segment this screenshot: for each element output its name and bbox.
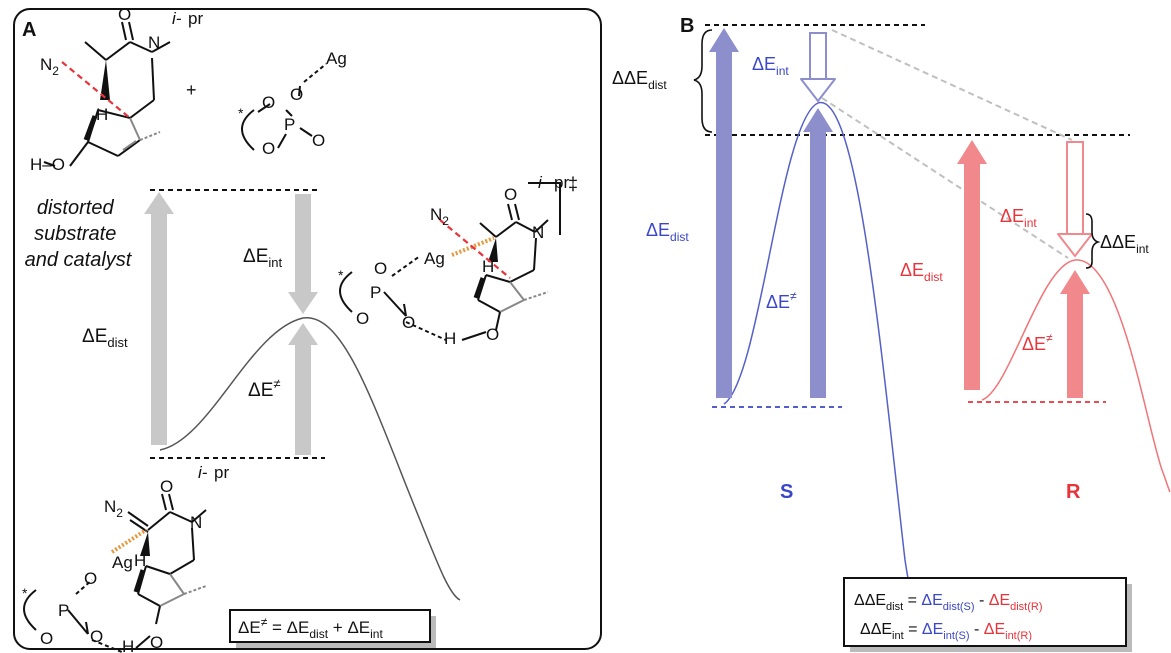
svg-text:*: * bbox=[238, 105, 244, 121]
svg-text:P: P bbox=[370, 283, 381, 302]
svg-text:N: N bbox=[190, 513, 202, 532]
panel-b-letter: B bbox=[680, 15, 694, 37]
energy-profile-curve-a bbox=[159, 317, 461, 601]
de-barrier-label-a: ΔE≠ bbox=[248, 376, 281, 401]
r-de-dist-label: ΔEdist bbox=[900, 260, 943, 284]
transition-state-structure bbox=[339, 182, 561, 341]
s-de-dist-label: ΔEdist bbox=[646, 220, 689, 244]
svg-text:pr: pr bbox=[554, 173, 569, 192]
connector-line-2 bbox=[821, 97, 1069, 259]
arrow-de-dist-a bbox=[144, 192, 174, 445]
svg-text:O: O bbox=[160, 477, 173, 496]
arrow-de-int-r bbox=[1057, 141, 1093, 257]
svg-text:N: N bbox=[148, 33, 160, 52]
de-dist-label-a: ΔEdist bbox=[82, 326, 128, 350]
svg-text:N: N bbox=[532, 223, 544, 242]
label-s: S bbox=[780, 481, 793, 503]
arrow-de-int-a bbox=[288, 194, 318, 314]
ground-state-text: N2 O N i- pr H Ag * O P O O H O bbox=[22, 463, 229, 653]
r-de-int-label: ΔEint bbox=[1000, 206, 1037, 230]
svg-text:H: H bbox=[482, 257, 494, 276]
svg-text:Ag: Ag bbox=[424, 249, 445, 268]
svg-text:pr: pr bbox=[188, 9, 203, 28]
svg-text:O: O bbox=[374, 259, 387, 278]
dde-int-label: ΔΔEint bbox=[1100, 232, 1149, 256]
energy-profile-curve-s bbox=[723, 102, 913, 596]
svg-text:H: H bbox=[134, 551, 146, 570]
svg-text:H: H bbox=[444, 329, 456, 348]
de-int-label-a: ΔEint bbox=[243, 246, 282, 270]
svg-text:H: H bbox=[122, 637, 134, 653]
energy-profile-curve-r bbox=[981, 259, 1171, 493]
r-de-barrier-label: ΔE≠ bbox=[1022, 331, 1053, 354]
svg-text:i-: i- bbox=[538, 173, 548, 192]
distorted-label: distorted substrate and catalyst bbox=[25, 197, 133, 271]
s-de-int-label: ΔEint bbox=[752, 54, 789, 78]
arrow-de-barrier-s bbox=[803, 108, 833, 398]
equation-box-b: ΔΔEdist = ΔEdist(S) - ΔEdist(R) ΔΔEint =… bbox=[843, 577, 1132, 652]
s-de-barrier-label: ΔE≠ bbox=[766, 289, 797, 312]
catalyst-structure-top bbox=[241, 63, 327, 151]
svg-text:pr: pr bbox=[214, 463, 229, 482]
svg-text:Ag: Ag bbox=[326, 49, 347, 68]
catalyst-text-top: * O O P O O Ag bbox=[238, 49, 347, 158]
svg-text:O: O bbox=[90, 627, 103, 646]
svg-text:O: O bbox=[84, 569, 97, 588]
substrate-text-top: N2 O N i- pr H H–O bbox=[30, 5, 203, 174]
substrate-structure-top bbox=[43, 21, 171, 167]
plus-sign: + bbox=[186, 80, 197, 100]
panel-b: B bbox=[612, 15, 1171, 652]
svg-text:O: O bbox=[150, 633, 163, 652]
svg-text:i-: i- bbox=[172, 9, 182, 28]
svg-text:N2: N2 bbox=[40, 55, 59, 78]
arrow-de-dist-r bbox=[957, 140, 987, 390]
svg-text:O: O bbox=[486, 325, 499, 344]
label-r: R bbox=[1066, 481, 1081, 503]
arrow-de-dist-s bbox=[709, 28, 739, 398]
equation-box-a: ΔE≠ = ΔEdist + ΔEint bbox=[229, 609, 436, 648]
svg-text:ΔE≠ = ΔEdist + ΔEint: ΔE≠ = ΔEdist + ΔEint bbox=[238, 615, 383, 641]
svg-text:O: O bbox=[402, 313, 415, 332]
svg-text:O: O bbox=[290, 85, 303, 104]
svg-text:P: P bbox=[58, 601, 69, 620]
svg-text:ΔΔEint = ΔEint(S) - ΔEint(R): ΔΔEint = ΔEint(S) - ΔEint(R) bbox=[860, 621, 1032, 642]
panel-a-frame bbox=[13, 8, 602, 650]
svg-text:Ag: Ag bbox=[112, 553, 133, 572]
svg-text:N2: N2 bbox=[430, 205, 449, 228]
panel-a-letter: A bbox=[22, 19, 36, 41]
svg-text:H–O: H–O bbox=[30, 155, 65, 174]
brace-dde-int bbox=[1085, 213, 1101, 269]
svg-text:O: O bbox=[356, 309, 369, 328]
arrow-de-int-s bbox=[800, 32, 836, 102]
svg-text:i-: i- bbox=[198, 463, 208, 482]
svg-text:O: O bbox=[262, 93, 275, 112]
svg-text:O: O bbox=[262, 139, 275, 158]
svg-text:‡: ‡ bbox=[568, 174, 578, 194]
svg-text:O: O bbox=[504, 185, 517, 204]
arrow-de-barrier-a bbox=[288, 323, 318, 455]
svg-text:O: O bbox=[118, 5, 131, 24]
svg-text:O: O bbox=[312, 131, 325, 150]
svg-text:N2: N2 bbox=[104, 497, 123, 520]
dde-dist-label: ΔΔEdist bbox=[612, 68, 667, 92]
svg-text:O: O bbox=[40, 629, 53, 648]
svg-text:*: * bbox=[22, 585, 28, 601]
svg-text:P: P bbox=[284, 115, 295, 134]
brace-dde-dist bbox=[693, 29, 713, 133]
svg-text:*: * bbox=[338, 267, 344, 283]
ground-state-structure bbox=[23, 493, 207, 653]
arrow-de-barrier-r bbox=[1060, 270, 1090, 398]
transition-state-text: ‡ N2 O N i- pr H Ag * O P O O H O bbox=[338, 173, 578, 348]
connector-line-1 bbox=[831, 29, 1073, 141]
svg-text:ΔΔEdist = ΔEdist(S) - ΔEdist(R: ΔΔEdist = ΔEdist(S) - ΔEdist(R) bbox=[854, 592, 1043, 613]
svg-text:H: H bbox=[96, 105, 108, 124]
panel-a: A distorted substrate and catalyst ΔEint bbox=[13, 5, 602, 653]
